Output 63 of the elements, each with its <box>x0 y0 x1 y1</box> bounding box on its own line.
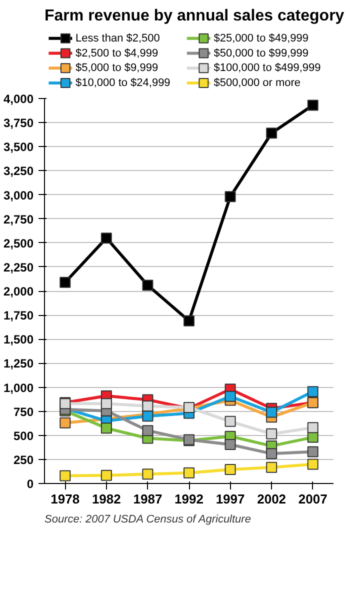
point <box>142 400 154 412</box>
point <box>60 276 71 288</box>
legend-label: $2,500 to $4,999 <box>75 47 158 60</box>
x-tick-label: 1978 <box>50 492 80 506</box>
y-tick-label: 1,500 <box>3 332 34 347</box>
legend-label: $50,000 to $99,999 <box>214 47 309 60</box>
point <box>100 232 112 244</box>
x-tick-label: 2002 <box>257 492 286 506</box>
y-tick-label: 2,250 <box>3 260 34 274</box>
legend-label: $100,000 to $499,999 <box>214 62 321 74</box>
y-tick-label: 0 <box>26 477 34 491</box>
point <box>307 458 318 470</box>
point <box>184 315 194 326</box>
x-tick-label: 1992 <box>174 492 204 506</box>
point <box>266 428 278 440</box>
point <box>224 390 236 402</box>
y-tick-label: 250 <box>13 452 34 467</box>
y-tick-label: 750 <box>13 404 34 419</box>
point <box>142 280 154 291</box>
legend-label: $5,000 to $9,999 <box>75 62 158 74</box>
y-tick-label: 2,750 <box>3 212 34 226</box>
legend-label: Less than $2,500 <box>75 32 160 44</box>
point <box>307 432 318 443</box>
point <box>100 398 112 410</box>
x-tick-label: 1982 <box>92 492 121 506</box>
point <box>266 406 278 418</box>
point <box>60 417 71 428</box>
y-tick-label: 3,000 <box>3 188 34 202</box>
legend-label: $500,000 or more <box>214 77 301 90</box>
y-tick-label: 1,750 <box>3 308 34 323</box>
point <box>266 462 278 473</box>
source-note: Source: 2007 USDA Census of Agriculture <box>44 514 251 526</box>
y-tick-label: 1,250 <box>3 356 34 371</box>
point <box>142 425 154 436</box>
point <box>266 448 278 460</box>
point <box>307 386 318 398</box>
point <box>100 470 112 481</box>
point <box>307 446 318 458</box>
point <box>307 422 318 434</box>
chart-title: Farm revenue by annual sales category <box>44 8 344 24</box>
y-tick-label: 1,000 <box>3 380 34 395</box>
y-tick-label: 4,000 <box>3 92 34 106</box>
y-tick-label: 2,500 <box>3 236 34 250</box>
y-tick-label: 3,500 <box>3 140 34 154</box>
point <box>224 416 236 427</box>
y-tick-label: 500 <box>13 428 34 443</box>
legend-label: $25,000 to $49,999 <box>214 32 309 44</box>
point <box>184 467 194 478</box>
point <box>266 128 278 139</box>
y-tick-label: 2,000 <box>3 284 34 298</box>
y-tick-label: 3,250 <box>3 164 34 178</box>
point <box>100 422 112 434</box>
point <box>224 191 236 202</box>
point <box>142 468 154 480</box>
x-tick-label: 1987 <box>133 492 162 506</box>
y-tick-label: 3,750 <box>3 116 34 130</box>
point <box>224 464 236 476</box>
point <box>60 470 71 482</box>
x-tick-label: 2007 <box>298 492 328 506</box>
point <box>224 439 236 450</box>
x-tick-label: 1997 <box>216 492 245 506</box>
legend-label: $10,000 to $24,999 <box>75 77 170 90</box>
point <box>307 100 318 111</box>
